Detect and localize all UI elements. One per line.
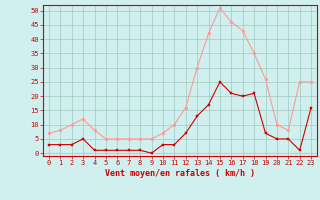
X-axis label: Vent moyen/en rafales ( km/h ): Vent moyen/en rafales ( km/h ) [105,169,255,178]
